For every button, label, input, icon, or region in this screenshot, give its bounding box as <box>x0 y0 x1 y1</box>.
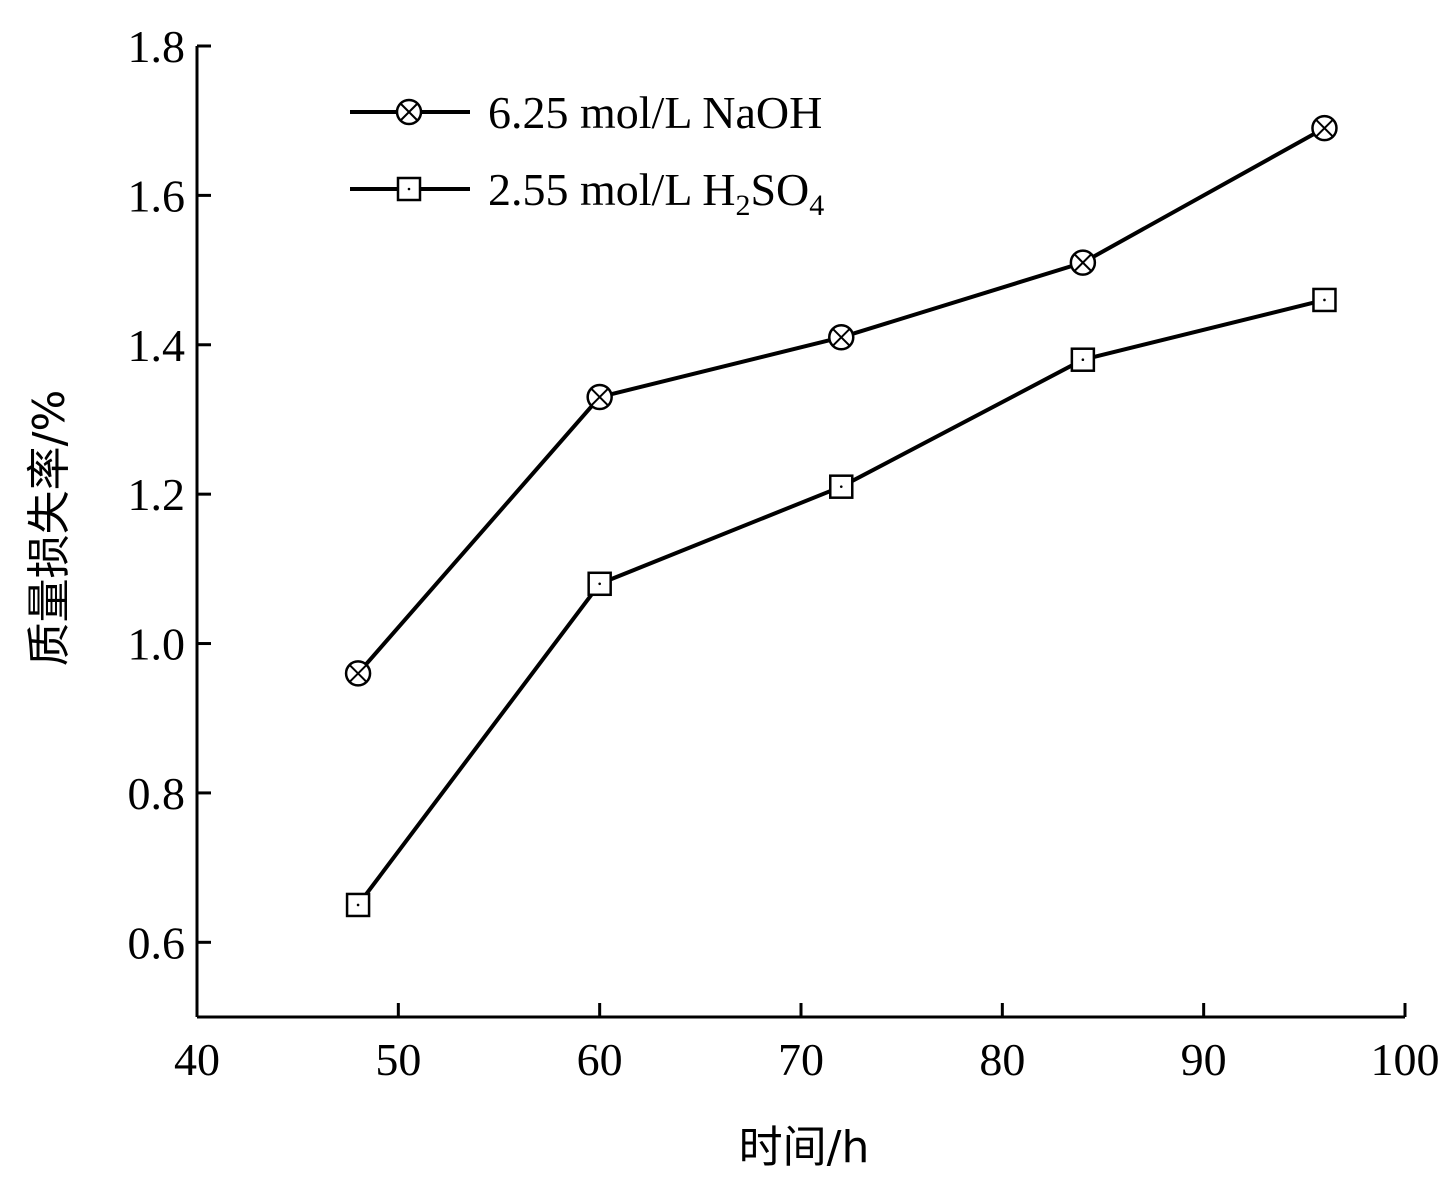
point-marker-square <box>587 571 612 597</box>
point-marker-circle-x <box>1311 114 1338 142</box>
y-tick-label: 1.6 <box>128 170 186 221</box>
point-marker-circle-x <box>586 383 613 411</box>
point-marker-square <box>829 474 854 499</box>
point-marker-circle-x <box>395 98 423 126</box>
x-tick-label: 100 <box>1371 1034 1440 1085</box>
legend-entry-2: 2.55 mol/L H2SO4 <box>350 164 824 222</box>
y-tick-label: 0.6 <box>128 917 186 968</box>
point-marker-square <box>1070 347 1096 372</box>
plot-series <box>344 114 1338 918</box>
y-tick-label: 1.2 <box>128 469 186 520</box>
x-tick-label: 70 <box>778 1034 824 1085</box>
x-tick-label: 50 <box>375 1034 421 1085</box>
legend-entry-1: 6.25 mol/L NaOH <box>350 87 822 138</box>
series-line <box>356 298 1325 907</box>
point-marker-square <box>345 892 371 918</box>
series-1 <box>344 114 1338 687</box>
y-ticks: 0.6 0.8 1.0 1.2 1.4 1.6 1.8 <box>128 21 211 968</box>
legend-label: 2.55 mol/L H2SO4 <box>488 164 824 222</box>
point-marker-square <box>396 176 422 202</box>
x-tick-label: 80 <box>979 1034 1025 1085</box>
point-marker-circle-x <box>1069 249 1097 276</box>
y-tick-label: 1.0 <box>128 619 186 670</box>
x-tick-label: 90 <box>1181 1034 1227 1085</box>
y-tick-label: 1.8 <box>128 21 186 72</box>
y-tick-label: 1.4 <box>128 320 186 371</box>
point-marker-circle-x <box>344 660 372 687</box>
point-marker-circle-x <box>828 324 855 351</box>
point-marker-square <box>1312 287 1337 313</box>
y-axis-label: 质量损失率/% <box>24 390 75 667</box>
series-2 <box>345 287 1337 918</box>
legend: 6.25 mol/L NaOH 2.55 mol/L H2SO4 <box>350 87 824 222</box>
y-tick-label: 0.8 <box>128 768 186 819</box>
x-axis-label: 时间/h <box>739 1122 870 1173</box>
x-tick-label: 40 <box>174 1034 220 1085</box>
legend-label: 6.25 mol/L NaOH <box>488 87 822 138</box>
x-ticks: 40 50 60 70 80 90 100 <box>174 1003 1440 1085</box>
x-tick-label: 60 <box>577 1034 623 1085</box>
